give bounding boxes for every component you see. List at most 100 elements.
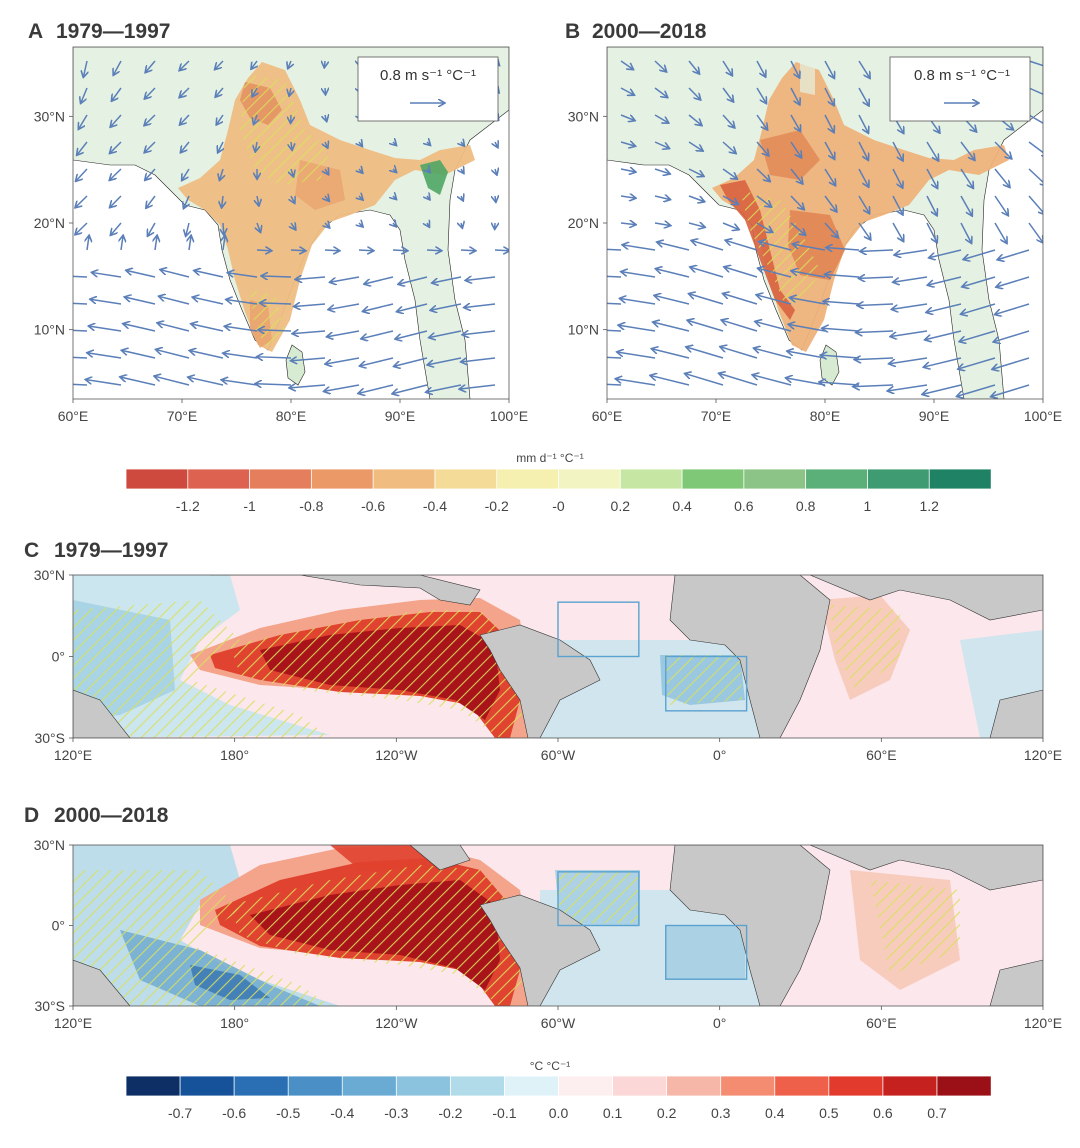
panel-d-ytick-label: 30°S bbox=[34, 998, 65, 1014]
colorbar-precipitation-tick-label: 0.4 bbox=[672, 498, 692, 514]
panel-a-wind-vector bbox=[428, 357, 462, 365]
colorbar-precipitation-swatch bbox=[867, 468, 930, 490]
panel-a-wind-vector bbox=[145, 141, 156, 152]
panel-a-wind-vector bbox=[396, 330, 428, 339]
panel-a-wind-vector bbox=[193, 297, 224, 305]
panel-b-wind-vector bbox=[620, 114, 634, 120]
panel-c-map: 120°E 180° 120°W 60°W 0° 60°E 120°E 30°N 0° 30°S bbox=[34, 567, 1062, 763]
panel-b-wind-vector bbox=[790, 222, 805, 235]
panel-a-wind-vector bbox=[76, 195, 88, 207]
panel-b-wind-vector bbox=[926, 141, 938, 160]
panel-a-wind-vector bbox=[460, 250, 475, 251]
panel-a-wind-vector bbox=[393, 384, 428, 394]
panel-b-wind-vector bbox=[1028, 114, 1043, 127]
colorbar-sst: °C °C⁻¹ -0.7 -0.6 -0.5 -0.4 -0.3 -0.2 -0.1 0.0 0… bbox=[125, 1059, 992, 1121]
panel-b-wind-vector bbox=[618, 352, 656, 359]
panel-a-wind-vector bbox=[325, 115, 327, 121]
panel-a-wind-vector bbox=[393, 223, 396, 226]
panel-b-wind-vector bbox=[692, 241, 724, 251]
panel-b-wind-vector bbox=[607, 356, 622, 359]
panel-b-wind-vector bbox=[824, 114, 834, 132]
panel-b-wind-vector bbox=[858, 114, 868, 133]
panel-a-wind-vector bbox=[290, 385, 326, 388]
panel-a-wind-vector bbox=[494, 250, 509, 251]
colorbar-precipitation-tick-label: 1 bbox=[864, 498, 872, 514]
panel-b-wind-vector bbox=[654, 169, 669, 174]
panel-a-wind-vector bbox=[291, 358, 326, 361]
panel-a-wind-vector bbox=[288, 60, 291, 68]
panel-c-xtick-label: 60°W bbox=[541, 747, 576, 763]
colorbar-sst-swatch bbox=[179, 1075, 235, 1097]
panel-b-wind-vector bbox=[719, 374, 758, 386]
panel-a-ytick-label: 10°N bbox=[34, 322, 65, 338]
panel-b-wind-vector bbox=[855, 358, 894, 360]
panel-b-wind-vector bbox=[854, 385, 894, 387]
panel-b-wind-vector bbox=[924, 357, 962, 367]
panel-a-wind-vector bbox=[495, 169, 497, 174]
panel-b-wind-vector bbox=[964, 249, 996, 259]
panel-b-wind-vector bbox=[790, 195, 804, 209]
panel-b-reference-vector-box: 0.8 m s⁻¹ °C⁻¹ bbox=[889, 56, 1031, 122]
panel-d-xtick-label: 0° bbox=[713, 1015, 726, 1031]
panel-a-wind-vector bbox=[427, 142, 430, 145]
panel-b-wind-vector bbox=[858, 141, 868, 160]
panel-b-wind-vector bbox=[619, 325, 656, 332]
colorbar-sst-tick-label: 0.7 bbox=[927, 1105, 947, 1121]
panel-b-wind-vector bbox=[821, 355, 860, 358]
panel-b-wind-vector bbox=[620, 169, 635, 172]
colorbar-precipitation-swatch bbox=[928, 468, 992, 490]
colorbar-sst-tick-label: 0.4 bbox=[765, 1105, 785, 1121]
panel-b-wind-vector bbox=[827, 248, 860, 250]
panel-a-wind-vector bbox=[223, 222, 224, 234]
panel-c-xtick-label: 120°E bbox=[1024, 747, 1062, 763]
panel-a-wind-vector bbox=[324, 61, 325, 67]
panel-a-wind-vector bbox=[461, 169, 463, 173]
panel-a-wind-vector bbox=[296, 277, 326, 279]
panel-b-wind-vector bbox=[725, 267, 758, 278]
panel-b-wind-vector bbox=[756, 322, 792, 332]
panel-a-wind-vector bbox=[363, 303, 394, 311]
panel-d-map: 120°E 180° 120°W 60°W 0° 60°E 120°E 30°N 0° 30°S bbox=[34, 837, 1062, 1031]
colorbar-sst-swatch bbox=[341, 1075, 397, 1097]
panel-b-wind-vector bbox=[723, 294, 758, 305]
panel-a-wind-vector bbox=[257, 357, 292, 358]
panel-a-wind-vector bbox=[358, 250, 373, 251]
panel-b-wind-vector bbox=[654, 114, 668, 123]
panel-a-wind-vector bbox=[462, 358, 496, 362]
colorbar-sst-swatch bbox=[558, 1075, 614, 1097]
panel-b-wind-vector bbox=[620, 60, 633, 69]
panel-b-reference-vector-label: 0.8 m s⁻¹ °C⁻¹ bbox=[914, 67, 1010, 84]
panel-b-wind-vector bbox=[685, 374, 724, 386]
colorbar-precipitation-tick-label: 0.8 bbox=[796, 498, 816, 514]
panel-b-wind-vector bbox=[616, 379, 656, 386]
panel-b-wind-vector bbox=[858, 222, 870, 239]
panel-b-wind-vector bbox=[789, 324, 826, 332]
panel-b-wind-vector bbox=[857, 331, 894, 333]
panel-b-wind-vector bbox=[691, 267, 724, 278]
panel-b-wind-vector bbox=[756, 87, 766, 103]
panel-a-wind-vector bbox=[427, 384, 462, 392]
panel-a-wind-vector bbox=[79, 114, 88, 129]
colorbar-precipitation-swatch bbox=[125, 468, 189, 490]
panel-a-reference-vector-box: 0.8 m s⁻¹ °C⁻¹ bbox=[357, 56, 499, 122]
panel-a-wind-vector bbox=[217, 114, 224, 124]
panel-b-wind-vector bbox=[753, 375, 792, 386]
panel-b-wind-vector bbox=[957, 384, 996, 396]
panel-b-wind-vector bbox=[651, 376, 690, 386]
panel-a-wind-vector bbox=[359, 384, 394, 393]
panel-d-ytick-label: 30°N bbox=[34, 837, 65, 853]
colorbar-precipitation-swatch bbox=[187, 468, 251, 490]
panel-b-wind-vector bbox=[963, 276, 996, 287]
panel-b-wind-vector bbox=[790, 60, 799, 77]
panel-a-wind-vector bbox=[253, 87, 257, 96]
panel-b-ytick-label: 10°N bbox=[568, 322, 599, 338]
panel-b-wind-vector bbox=[622, 272, 656, 278]
panel-b-west-coast-dry bbox=[720, 180, 795, 320]
colorbar-sst-swatch bbox=[125, 1075, 181, 1097]
panel-a-wind-vector bbox=[84, 60, 87, 77]
panel-c-land bbox=[73, 575, 1043, 738]
panel-a-wind-vector bbox=[110, 195, 122, 207]
panel-c-xtick-label: 0° bbox=[713, 747, 726, 763]
panel-a-wind-vector bbox=[73, 329, 88, 332]
colorbar-sst-tick-label: 0.5 bbox=[819, 1105, 839, 1121]
